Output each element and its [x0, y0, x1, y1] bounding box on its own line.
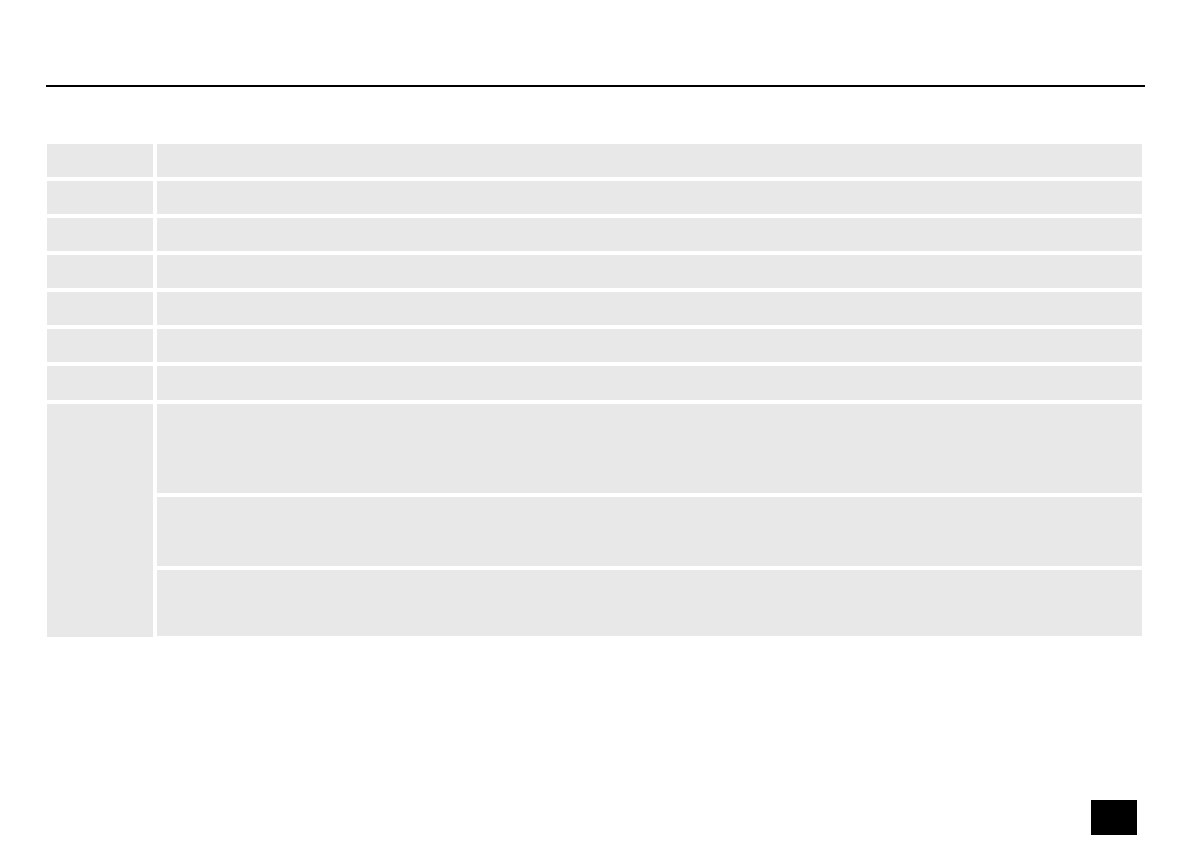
table-cell: [47, 218, 153, 251]
table-cell: [47, 181, 153, 214]
table-cell: [47, 144, 153, 177]
table-cell: [157, 497, 1142, 566]
table-cell: [157, 404, 1142, 493]
table-cell: [157, 366, 1142, 400]
table-cell: [157, 181, 1142, 214]
table-cell: [157, 218, 1142, 251]
table-cell: [157, 144, 1142, 177]
header-rule: [46, 85, 1145, 87]
page-number-badge: [1091, 800, 1137, 835]
table-cell: [47, 366, 153, 400]
table-cell: [157, 292, 1142, 325]
table-cell: [157, 570, 1142, 636]
table-cell: [47, 255, 153, 288]
table-cell: [47, 404, 153, 637]
table-cell: [157, 329, 1142, 362]
table-cell: [157, 255, 1142, 288]
table-cell: [47, 329, 153, 362]
table-cell: [47, 292, 153, 325]
